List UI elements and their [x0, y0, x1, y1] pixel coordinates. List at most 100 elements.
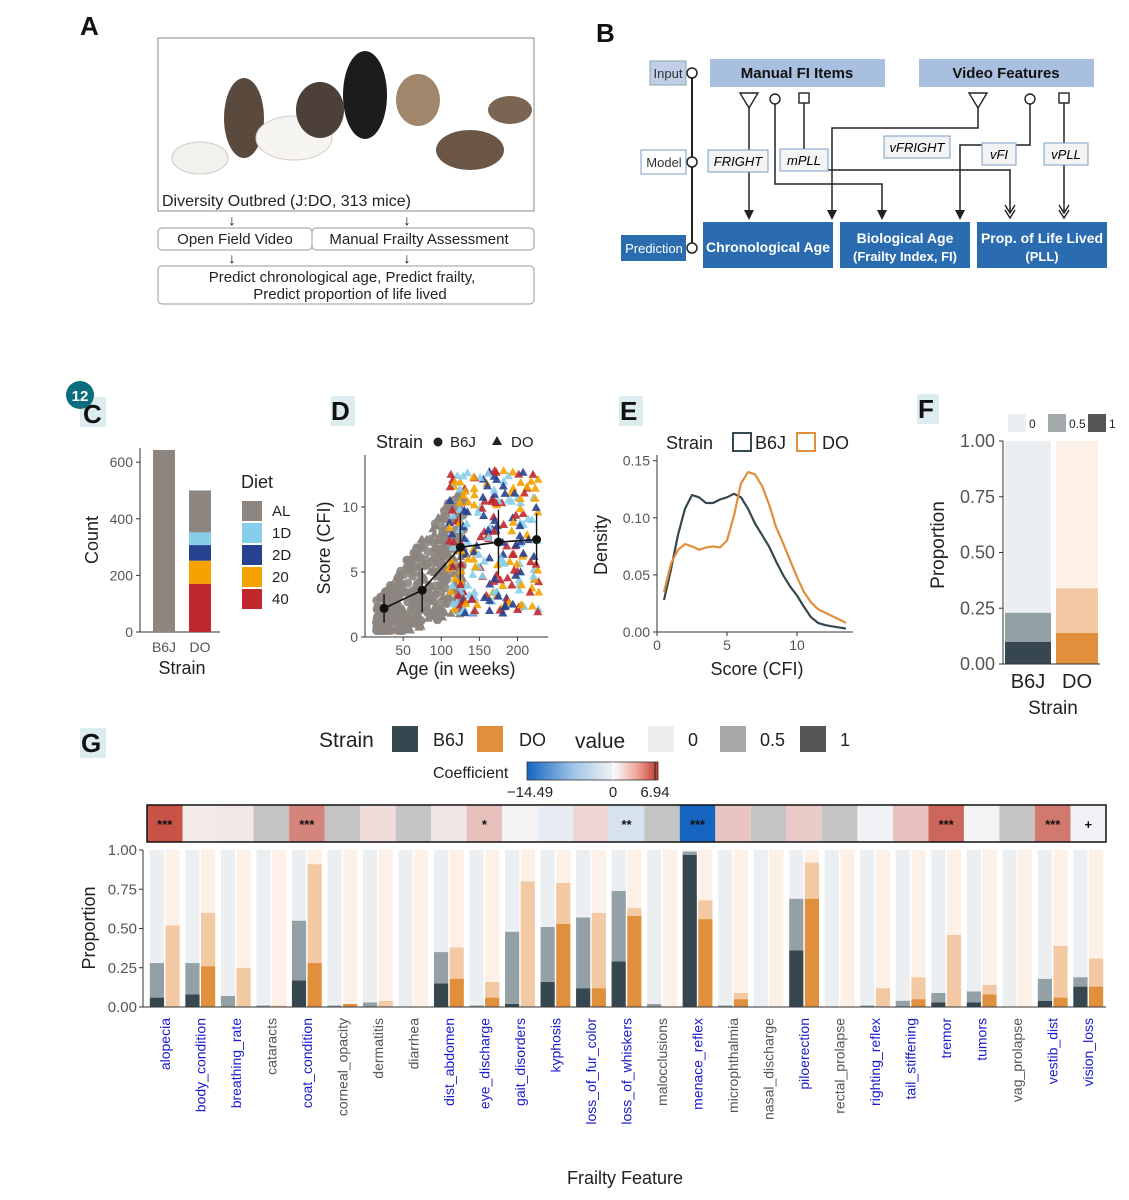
coef-cell-cataracts	[253, 805, 290, 842]
point-do	[459, 505, 469, 514]
bar-do-1D	[189, 532, 211, 546]
bar-b6j-tumors-1	[966, 1002, 981, 1007]
point-do	[452, 470, 462, 479]
point-do	[491, 467, 501, 476]
bar-do-body_condition-0.5	[200, 912, 216, 967]
coef-cell-tumors	[963, 805, 1000, 842]
point-do	[469, 483, 479, 492]
point-do	[449, 537, 459, 546]
page-badge-number: 12	[72, 388, 89, 405]
bar-b6j-alopecia-1	[149, 997, 165, 1007]
legend-value-swatch-0.5	[720, 726, 746, 752]
bar-do-eye_discharge-0	[485, 850, 500, 982]
point-do	[445, 495, 455, 504]
density-line-do	[662, 471, 847, 624]
point-do	[447, 529, 457, 538]
point-b6j	[439, 527, 449, 536]
panel-e-chart: 0.00 0.05 0.10 0.15 0 5 10 Score (CFI) Density St…	[591, 432, 853, 679]
point-b6j	[417, 534, 427, 543]
y-tick-label: 0.50	[108, 921, 137, 938]
frailty-assessment-box	[311, 227, 535, 251]
coef-cell-dist_abdomen	[431, 805, 467, 842]
y-tick-label: 600	[110, 454, 134, 470]
bar-do-AL	[189, 490, 211, 533]
point-do	[492, 560, 502, 569]
coef-cell-piloerection	[786, 805, 822, 842]
bar-do-loss_of_whiskers-0.5	[627, 908, 642, 916]
point-do	[509, 565, 519, 574]
panel-d-label: D	[331, 396, 350, 426]
feature-label-vestib_dist: vestib_dist	[1045, 1018, 1061, 1084]
arrow-down-icon: ↓	[404, 250, 411, 266]
coef-cell-breathing_rate	[218, 805, 254, 842]
point-do	[483, 525, 493, 534]
panel-g-label-bg	[80, 728, 106, 758]
feature-label-corneal_opacity: corneal_opacity	[334, 1018, 350, 1116]
video-features-header: Video Features	[952, 65, 1059, 82]
coef-cell-vestib_dist	[1034, 805, 1071, 842]
point-b6j	[385, 584, 395, 594]
bar-do-microphthalmia-0	[733, 850, 748, 993]
point-b6j	[428, 524, 438, 533]
feature-label-alopecia: alopecia	[157, 1018, 173, 1070]
y-tick-label: 200	[110, 567, 134, 583]
mouse-brown-2	[296, 82, 344, 138]
coef-cell-nasal_discharge	[750, 805, 787, 842]
page-badge[interactable]	[66, 381, 94, 409]
x-tick-label: B6J	[152, 639, 176, 655]
point-do	[503, 471, 513, 480]
x-tick-label: 50	[395, 642, 411, 658]
point-do	[477, 503, 487, 512]
bar-b6j-diarrhea-0	[398, 850, 413, 1007]
legend-label-1D: 1D	[272, 525, 291, 542]
bar-b6j-righting_reflex-0.5	[860, 1005, 875, 1007]
bar-b6j-microphthalmia-0	[718, 850, 733, 1006]
bar-do-righting_reflex-0	[875, 850, 891, 989]
bar-do-tail_stiffening-1	[911, 999, 926, 1007]
point-do	[508, 483, 518, 492]
legend-swatch-0	[1008, 414, 1026, 432]
feature-label-diarrhea: diarrhea	[405, 1018, 421, 1070]
point-b6j	[394, 592, 404, 601]
coef-max-label: 6.94	[640, 784, 669, 801]
coef-cell-righting_reflex	[857, 805, 893, 842]
feature-label-dist_abdomen: dist_abdomen	[441, 1018, 457, 1106]
point-do	[445, 522, 455, 531]
bar-do-diarrhea-0	[414, 850, 429, 1007]
bar-b6j-tremor-0	[931, 850, 946, 993]
coef-title: Coefficient	[433, 765, 509, 782]
point-do	[489, 485, 499, 494]
point-do	[515, 504, 525, 513]
point-do	[459, 533, 469, 542]
bar-b6j-menace_reflex-0	[682, 850, 697, 852]
legend-label-0.5: 0.5	[1069, 417, 1086, 431]
point-b6j	[385, 623, 395, 632]
predict-box	[157, 265, 535, 305]
coef-cell-loss_of_fur_color	[573, 805, 609, 842]
bar-b6j-cataracts-0	[256, 850, 271, 1006]
x-axis-title: Score (CFI)	[710, 659, 803, 679]
bar-b6j-body_condition-0	[185, 850, 200, 964]
legend-label-0: 0	[1029, 417, 1036, 431]
y-tick-label: 0.75	[960, 487, 995, 507]
point-do	[448, 510, 458, 519]
point-do	[450, 604, 460, 613]
point-do	[478, 492, 488, 501]
point-b6j	[440, 583, 450, 593]
bar-b6j-kyphosis-1	[540, 981, 555, 1007]
point-do	[462, 468, 472, 477]
point-b6j	[423, 547, 433, 557]
point-do	[498, 581, 508, 590]
bar-do-cataracts-0.5	[272, 1005, 287, 1007]
feature-label-vag_prolapse: vag_prolapse	[1009, 1018, 1025, 1102]
coef-min-label: −14.49	[507, 784, 553, 801]
significance-label: ***	[299, 817, 315, 832]
bar-b6j-dermatitis-0.5	[362, 1002, 378, 1007]
bar-b6j-loss_of_fur_color-0	[576, 850, 591, 918]
feature-label-menace_reflex: menace_reflex	[690, 1018, 706, 1110]
bar-do-0	[1056, 441, 1098, 589]
point-b6j	[403, 597, 413, 607]
bar-do-loss_of_fur_color-0.5	[591, 912, 606, 989]
bar-b6j-0	[1005, 441, 1051, 613]
legend-do-swatch	[477, 726, 503, 752]
